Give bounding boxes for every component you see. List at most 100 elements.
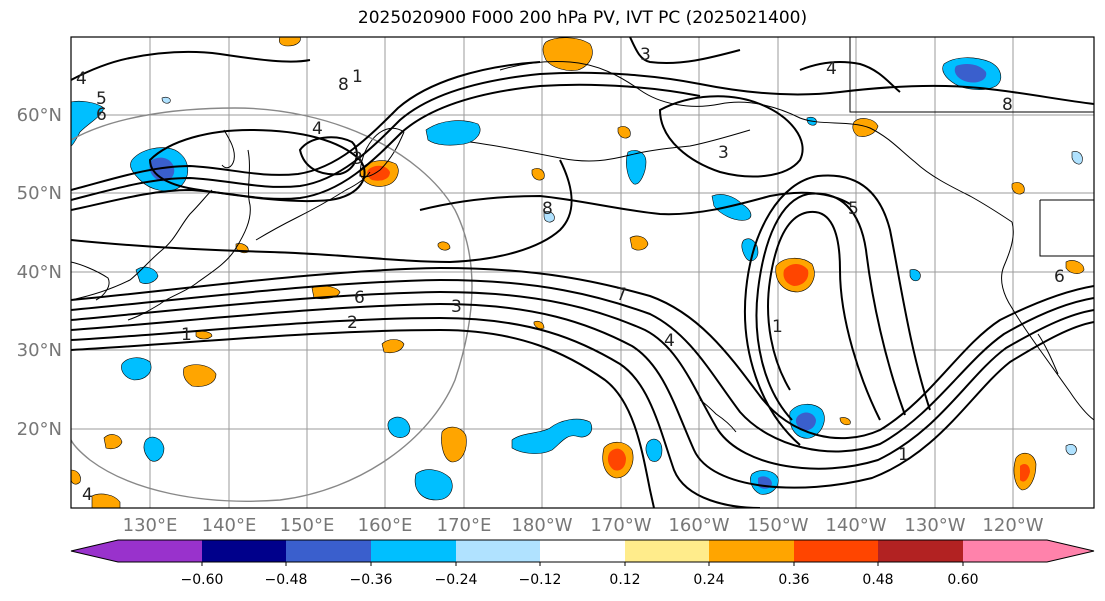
coastline-sakhalin [221, 129, 235, 169]
contour-north-1 [71, 71, 1094, 201]
contour-ridge-1 [767, 210, 881, 421]
great-circle-outline [71, 107, 473, 502]
neg-blob [626, 150, 647, 185]
contour-label: 1 [772, 317, 783, 337]
pos-blob [103, 434, 123, 450]
colorbar-tick-label: −0.24 [435, 572, 478, 588]
coastline-asia [71, 189, 213, 301]
positive-anomaly-shading [71, 37, 1085, 508]
lat-label-30n: 30°N [17, 340, 62, 361]
colorbar-ticks [201, 562, 964, 566]
colorbar-segment [794, 540, 878, 562]
plot-frame [70, 36, 1095, 509]
contour-label: 6 [354, 288, 365, 308]
lon-label: 130°W [904, 515, 965, 536]
colorbar-tick-label: 0.36 [778, 572, 809, 588]
colorbar-segment [456, 540, 540, 562]
contour-top-2 [629, 37, 741, 65]
contour-label: 4 [82, 485, 93, 505]
pos-blob [1011, 182, 1025, 195]
lon-label: 140°W [825, 515, 886, 536]
contour-label: 4 [312, 119, 323, 139]
contour-label: 5 [848, 199, 859, 219]
contour-jet-5 [71, 316, 761, 508]
neg-blob [425, 120, 481, 146]
contour-label: 3 [451, 297, 462, 317]
colorbar-tick-label: 0.12 [609, 572, 640, 588]
coastline-aleutians [469, 129, 751, 162]
lon-label: 150°W [747, 515, 808, 536]
contour-north-2 [71, 83, 701, 211]
border-states [1039, 199, 1094, 257]
lon-label: 180°W [511, 515, 572, 536]
pos-blob [629, 235, 649, 251]
coastline-alaska [499, 61, 1013, 223]
contour-label: 6 [1054, 267, 1065, 287]
lon-label: 140°E [202, 515, 257, 536]
contour-loop-2 [298, 136, 358, 176]
colorbar-tick-label: −0.60 [181, 572, 224, 588]
colorbar-tick-label: 0.48 [862, 572, 893, 588]
colorbar-segment [540, 540, 625, 562]
neg-blob [543, 211, 555, 223]
colorbar-segment-extend-high [963, 540, 1094, 562]
lat-label-50n: 50°N [17, 183, 62, 204]
neg-blob [741, 238, 759, 262]
colorbar-segment [371, 540, 456, 562]
contour-jet-4 [71, 302, 1094, 489]
colorbar-outline [70, 539, 1095, 563]
contour-jet-6 [71, 328, 655, 508]
coastline-north-america [1001, 221, 1094, 421]
contour-label: 8 [338, 75, 349, 95]
pos-blob [183, 364, 217, 387]
pos-blob-core [783, 264, 809, 286]
coastline-kamchatka [359, 127, 405, 178]
neg-blob [645, 438, 663, 462]
contour-label: 1 [352, 67, 363, 87]
pos-blob-core [367, 165, 390, 181]
longitude-labels: 130°E 140°E 150°E 160°E 170°E 180°W 170°… [123, 515, 1044, 536]
neg-blob-core [954, 64, 987, 83]
lat-label-40n: 40°N [17, 262, 62, 283]
contour-label: 3 [718, 143, 729, 163]
contour-ridge-3 [744, 174, 931, 446]
colorbar-segment [625, 540, 709, 562]
contour-jet-1 [71, 266, 1094, 440]
coastlines [71, 37, 1094, 433]
neg-blob [511, 418, 593, 454]
lon-label: 170°W [590, 515, 651, 536]
pv-contours [71, 37, 1094, 508]
contour-label: 1 [181, 325, 192, 345]
coastline-japan [127, 149, 251, 321]
pos-blob [441, 426, 467, 463]
colorbar-tick-label: 0.24 [693, 572, 724, 588]
neg-blob-core [795, 412, 816, 431]
pos-blob [533, 320, 545, 330]
neg-blob [909, 269, 921, 282]
lon-label: 130°E [123, 515, 178, 536]
neg-blob [1065, 444, 1077, 456]
pos-blob [71, 469, 81, 485]
colorbar-tick-label: −0.12 [519, 572, 562, 588]
contour-label: 8 [542, 199, 553, 219]
coastline-korea [71, 261, 110, 301]
pos-blob-core [1020, 464, 1030, 482]
map-title: 2025020900 F000 200 hPa PV, IVT PC (2025… [357, 8, 808, 28]
neg-blob [1071, 151, 1083, 165]
neg-blob [711, 194, 752, 221]
pos-blob [531, 168, 545, 181]
lat-label-20n: 20°N [17, 419, 62, 440]
pos-blob [617, 126, 631, 139]
pos-blob [381, 339, 405, 354]
lon-label: 120°W [982, 515, 1043, 536]
neg-blob [121, 357, 152, 381]
contour-label: 5 [96, 89, 107, 109]
neg-blob [143, 436, 165, 462]
neg-blob [414, 469, 453, 501]
contour-label: 3 [352, 149, 363, 169]
pos-blob-core [607, 448, 626, 471]
lon-label: 160°E [358, 515, 413, 536]
contour-label: 2 [347, 313, 358, 333]
neg-blob-core [149, 157, 175, 182]
contour-label: 1 [898, 445, 909, 465]
